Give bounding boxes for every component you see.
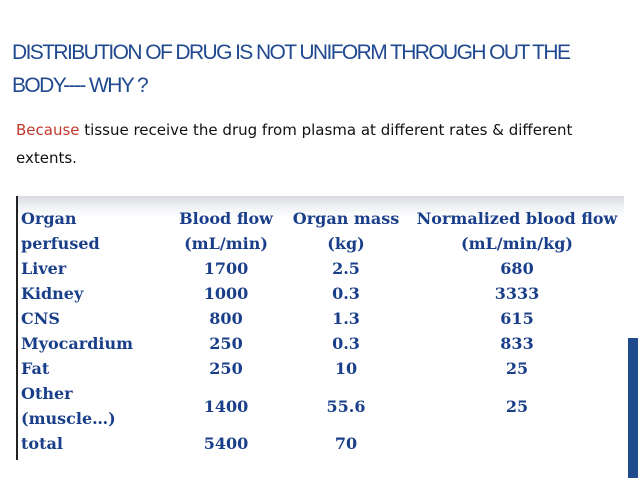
header-organ-line1: Organ bbox=[21, 209, 77, 228]
header-organ-line2: perfused bbox=[21, 234, 100, 253]
blood-flow-table: Organ Blood flow Organ mass Normalized b… bbox=[21, 206, 623, 456]
slide-title: Distribution of drug is not uniform thro… bbox=[12, 41, 571, 97]
cell-organ: Liver bbox=[21, 259, 67, 278]
cell-organ-mass: 0.3 bbox=[332, 334, 360, 353]
blood-flow-table-container: Organ Blood flow Organ mass Normalized b… bbox=[16, 196, 624, 460]
header-blood-flow-line1: Blood flow bbox=[179, 209, 273, 228]
table-header-row-1: Organ Blood flow Organ mass Normalized b… bbox=[21, 206, 623, 231]
cell-normalized-flow: 680 bbox=[500, 259, 534, 278]
cell-organ-mass: 70 bbox=[334, 434, 358, 453]
cell-organ: CNS bbox=[21, 309, 60, 328]
cell-organ: total bbox=[21, 434, 63, 453]
cell-blood-flow: 1700 bbox=[203, 259, 249, 278]
header-normalized-flow-line2: (mL/min/kg) bbox=[461, 234, 573, 253]
side-accent-bar bbox=[628, 338, 638, 478]
cell-organ-mass: 0.3 bbox=[332, 284, 360, 303]
table-row: CNS 800 1.3 615 bbox=[21, 306, 623, 331]
cell-normalized-flow: 833 bbox=[500, 334, 534, 353]
header-normalized-flow-line1: Normalized blood flow bbox=[416, 209, 618, 228]
table-row: Kidney 1000 0.3 3333 bbox=[21, 281, 623, 306]
cell-normalized-flow bbox=[411, 431, 623, 456]
cell-organ-mass: 10 bbox=[334, 359, 358, 378]
header-organ-mass-line2: (kg) bbox=[327, 234, 365, 253]
cell-blood-flow: 1000 bbox=[203, 284, 249, 303]
slide-intro: Because tissue receive the drug from pla… bbox=[16, 116, 606, 172]
table-row: Liver 1700 2.5 680 bbox=[21, 256, 623, 281]
cell-normalized-flow: 3333 bbox=[494, 284, 540, 303]
cell-blood-flow: 250 bbox=[209, 359, 243, 378]
cell-normalized-flow: 25 bbox=[505, 396, 529, 416]
table-row: Myocardium 250 0.3 833 bbox=[21, 331, 623, 356]
intro-text: tissue receive the drug from plasma at d… bbox=[16, 121, 573, 167]
cell-normalized-flow: 615 bbox=[500, 309, 534, 328]
cell-organ: Fat bbox=[21, 359, 50, 378]
cell-blood-flow: 5400 bbox=[203, 434, 249, 453]
table-header-row-2: perfused (mL/min) (kg) (mL/min/kg) bbox=[21, 231, 623, 256]
table-row: total 5400 70 bbox=[21, 431, 623, 456]
cell-organ-mass: 2.5 bbox=[332, 259, 360, 278]
intro-lead-word: Because bbox=[16, 121, 80, 139]
table-row: Fat 250 10 25 bbox=[21, 356, 623, 381]
cell-blood-flow: 1400 bbox=[203, 396, 249, 416]
header-blood-flow-line2: (mL/min) bbox=[184, 234, 268, 253]
cell-organ-mass: 1.3 bbox=[332, 309, 360, 328]
cell-organ: Kidney bbox=[21, 284, 84, 303]
cell-organ-mass: 55.6 bbox=[326, 396, 366, 416]
table-row: Other (muscle…) 1400 55.6 25 bbox=[21, 381, 623, 431]
cell-normalized-flow: 25 bbox=[505, 359, 529, 378]
header-organ-mass-line1: Organ mass bbox=[292, 209, 400, 228]
cell-blood-flow: 250 bbox=[209, 334, 243, 353]
cell-blood-flow: 800 bbox=[209, 309, 243, 328]
cell-organ: Myocardium bbox=[21, 334, 134, 353]
cell-organ: Other (muscle…) bbox=[21, 384, 116, 428]
